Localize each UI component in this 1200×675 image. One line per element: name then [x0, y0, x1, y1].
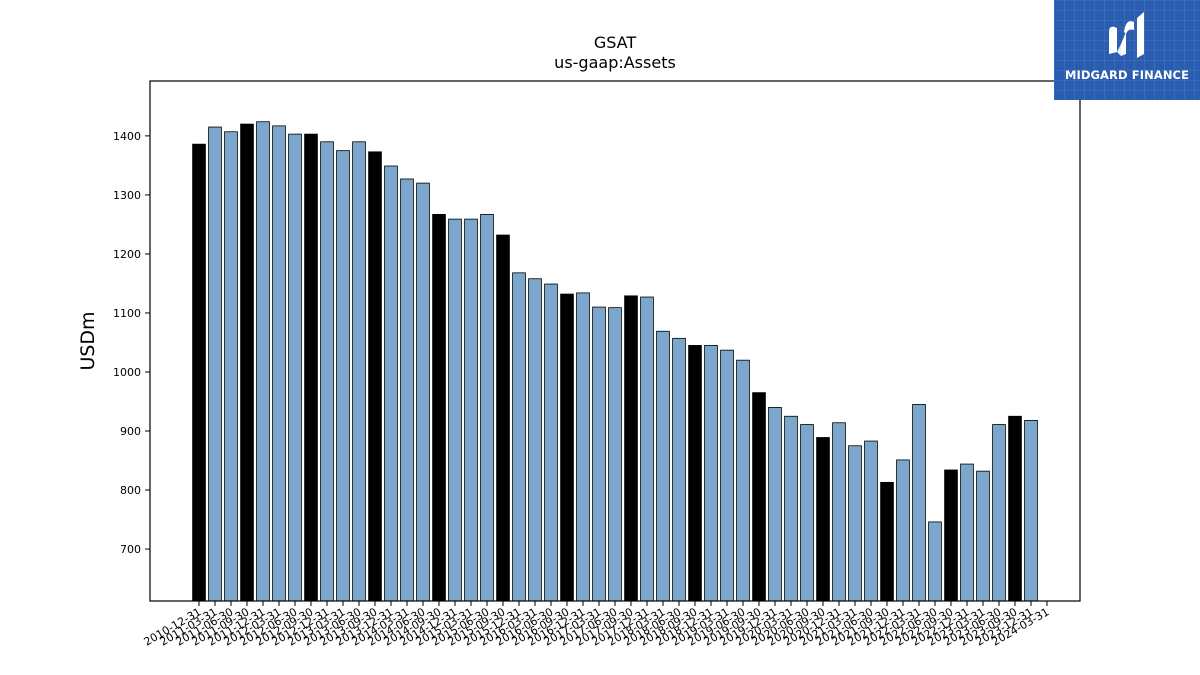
bar-2020-09-30	[816, 437, 830, 602]
bar-2018-03-31	[656, 330, 670, 602]
bar-2018-12-31	[704, 345, 718, 602]
bar-2016-03-31	[528, 278, 542, 602]
y-tick-label: 1300	[113, 189, 141, 202]
bar-2012-03-31	[272, 125, 286, 602]
bar-2017-12-31	[640, 296, 654, 602]
logo-text: MIDGARD FINANCE	[1064, 68, 1190, 82]
bar-2014-09-30	[432, 213, 446, 602]
bar-2022-12-31	[960, 463, 974, 602]
bar-2010-12-31	[192, 143, 206, 602]
bar-2015-09-30	[496, 234, 510, 602]
bar-2012-12-31	[320, 141, 334, 602]
bar-2021-12-31	[896, 459, 910, 602]
bar-2013-09-30	[368, 151, 382, 602]
x-axis: 2010-12-312011-03-312011-06-302011-09-30…	[142, 601, 1052, 649]
bar-2013-06-30	[352, 141, 366, 602]
bar-2012-06-30	[288, 133, 302, 602]
y-tick-label: 1400	[113, 130, 141, 143]
bar-2014-03-31	[400, 178, 414, 602]
bar-2016-12-31	[576, 292, 590, 602]
bar-2013-03-31	[336, 150, 350, 602]
y-axis-label: USDm	[77, 311, 99, 370]
bar-2014-12-31	[448, 218, 462, 602]
bar-2023-03-31	[976, 470, 990, 602]
bar-2014-06-30	[416, 182, 430, 602]
y-tick-label: 800	[120, 484, 141, 497]
bar-2019-06-30	[736, 359, 750, 602]
bar-2019-03-31	[720, 349, 734, 602]
y-tick-label: 700	[120, 543, 141, 556]
bar-2011-06-30	[224, 131, 238, 602]
y-tick-label: 1200	[113, 248, 141, 261]
bar-2023-06-30	[992, 424, 1006, 602]
bar-2011-09-30	[240, 123, 254, 602]
bar-2023-12-31	[1024, 419, 1038, 602]
bars-group	[192, 121, 1038, 602]
bar-2020-06-30	[800, 424, 814, 602]
bar-2015-03-31	[464, 218, 478, 602]
bar-2022-03-31	[912, 404, 926, 602]
bar-2012-09-30	[304, 133, 318, 602]
bar-2011-12-31	[256, 121, 270, 602]
y-tick-label: 900	[120, 425, 141, 438]
bar-2020-12-31	[832, 422, 846, 602]
bar-2023-09-30	[1008, 415, 1022, 602]
midgard-finance-logo: MIDGARD FINANCE	[1054, 0, 1200, 100]
bar-2019-09-30	[752, 392, 766, 602]
bar-2016-06-30	[544, 283, 558, 602]
midgard-finance-logo-icon	[1104, 10, 1150, 73]
bar-2011-03-31	[208, 126, 222, 602]
y-tick-label: 1000	[113, 366, 141, 379]
bar-2020-03-31	[784, 415, 798, 602]
plot-frame	[149, 80, 1081, 602]
chart-title: GSAT	[594, 33, 637, 52]
bar-2017-03-31	[592, 306, 606, 602]
bar-2017-06-30	[608, 307, 622, 602]
chart-subtitle: us-gaap:Assets	[554, 53, 676, 72]
bar-2022-09-30	[944, 469, 958, 602]
bar-2021-09-30	[880, 481, 894, 602]
bar-2022-06-30	[928, 521, 942, 602]
bar-2016-09-30	[560, 293, 574, 602]
bar-2013-12-31	[384, 165, 398, 602]
bar-2021-06-30	[864, 440, 878, 602]
bar-2017-09-30	[624, 295, 638, 602]
bar-2019-12-31	[768, 406, 782, 602]
y-tick-label: 1100	[113, 307, 141, 320]
bar-2018-09-30	[688, 345, 702, 602]
bar-2018-06-30	[672, 337, 686, 602]
bar-2015-06-30	[480, 213, 494, 602]
y-axis: 700 800 900 1000 1100 1200 1300 1400	[113, 130, 150, 556]
bar-2015-12-31	[512, 272, 526, 602]
bar-2021-03-31	[848, 445, 862, 602]
